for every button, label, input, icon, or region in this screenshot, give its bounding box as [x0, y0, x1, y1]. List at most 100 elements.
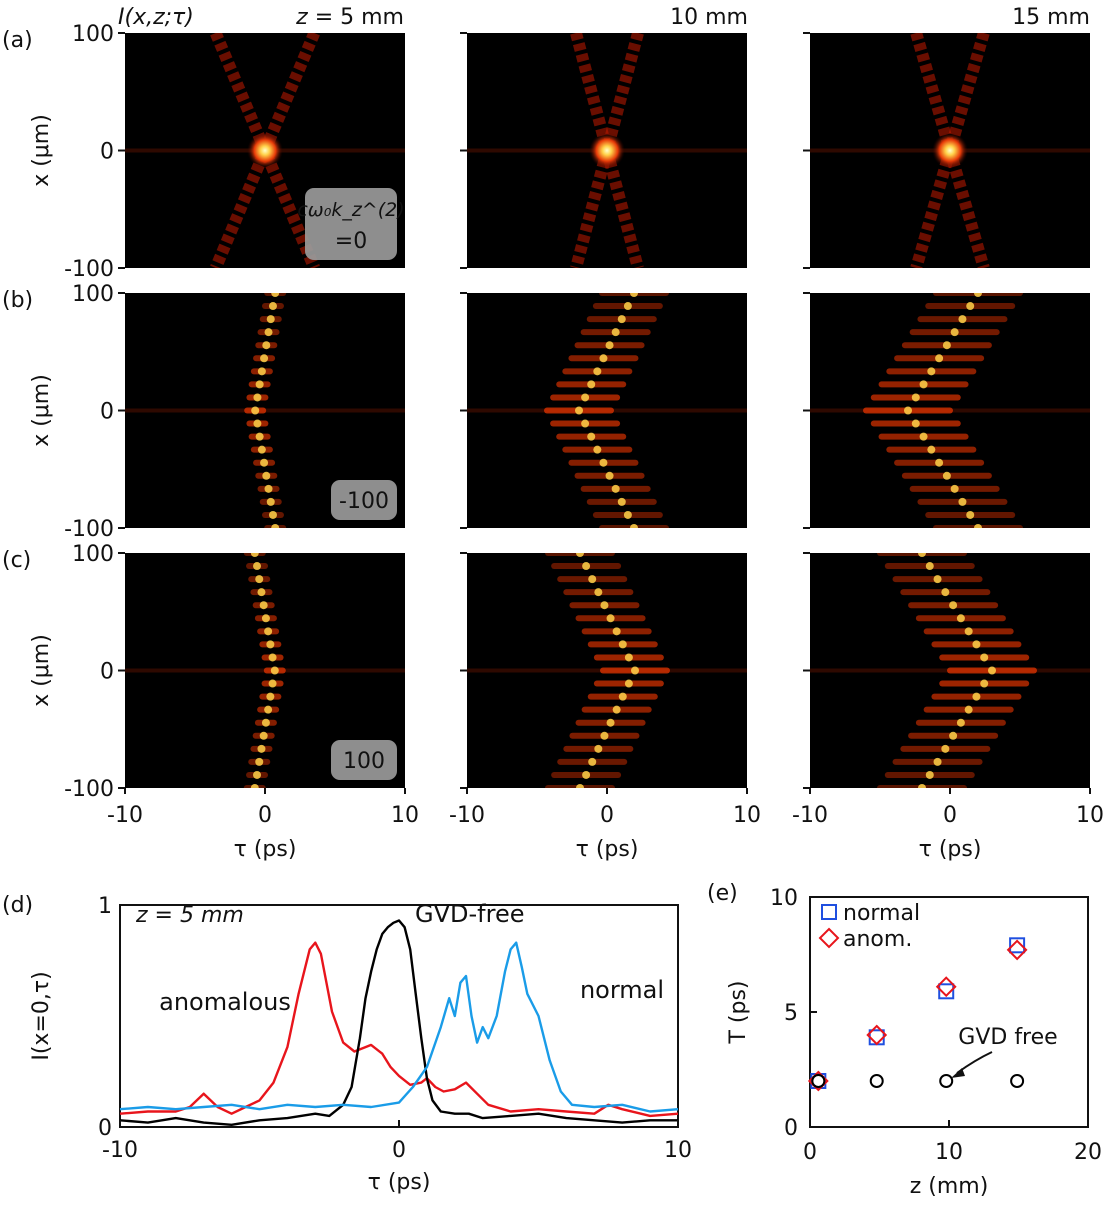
- gvd-badge: [305, 188, 397, 260]
- fringe-peak: [593, 367, 602, 376]
- heatmap-panel: [803, 552, 1091, 794]
- fringe-peak: [582, 770, 591, 779]
- fringe-peak: [612, 627, 621, 636]
- heatmap-body: [910, 33, 990, 268]
- fringe-peak: [600, 601, 609, 610]
- y-tick-label: 100: [72, 542, 114, 567]
- fringe-peak: [942, 341, 951, 350]
- fringe-peak: [250, 784, 259, 788]
- fringe-peak: [911, 419, 920, 428]
- z-value-5: 5 mm: [340, 5, 404, 30]
- legend-marker-anom: [818, 927, 840, 949]
- z-header: z = 5 mm 10 mm 15 mm: [295, 5, 1090, 30]
- fringe-peak: [925, 770, 934, 779]
- fringe-peak: [599, 458, 608, 467]
- series-label-normal: normal: [580, 976, 664, 1004]
- y-tick-label: 0: [100, 140, 114, 165]
- y-axis-label: x (μm): [29, 374, 54, 447]
- fringe-peak: [941, 744, 950, 753]
- heatmap-body: [244, 293, 287, 528]
- fringe-peak: [250, 553, 259, 557]
- fringe-peak: [576, 784, 584, 788]
- fringe-peak: [262, 471, 271, 480]
- fringe-peak: [918, 553, 926, 557]
- y-tick-label: -100: [64, 517, 114, 542]
- x-tick-label: 10: [733, 803, 761, 828]
- fringe-peak: [594, 588, 603, 597]
- fringe-peak: [594, 744, 603, 753]
- y-axis-label: I(x=0,τ): [29, 971, 54, 1060]
- gvd-badge-value: =0: [335, 229, 367, 254]
- fringe-peak: [630, 293, 638, 297]
- x-tick-label: -10: [107, 803, 143, 828]
- fringe-peak: [919, 380, 928, 389]
- fringe-peak: [918, 784, 926, 788]
- x-tick-label: 0: [258, 803, 272, 828]
- fringe-peak: [268, 679, 277, 688]
- arrow-head: [951, 1068, 965, 1078]
- x-axis-label: z (mm): [910, 1174, 989, 1199]
- fringe-peak: [268, 510, 277, 519]
- fringe-peak: [956, 614, 965, 623]
- fringe-peak: [576, 553, 584, 557]
- fringe-peak: [271, 293, 280, 297]
- y-tick-label: -100: [64, 777, 114, 802]
- series-label-gvd-free: GVD-free: [415, 900, 524, 928]
- x-axis-label: τ (ps): [576, 837, 639, 862]
- marker-gvd-free: [1010, 1074, 1025, 1088]
- fringe-peak: [264, 328, 273, 337]
- fringe-peak: [606, 718, 615, 727]
- gvd-badge-label: cω₀k_z^(2): [297, 199, 404, 221]
- fringe-peak: [950, 484, 959, 493]
- heatmap-body: [243, 553, 286, 788]
- marker-normal: [1009, 937, 1026, 954]
- fringe-peak: [623, 510, 632, 519]
- fringe-peak: [266, 640, 275, 649]
- fringe-peak: [950, 328, 959, 337]
- fringe-peak: [264, 627, 273, 636]
- marker-anom: [1006, 939, 1028, 961]
- x-tick-label: 20: [1074, 1140, 1102, 1165]
- heatmap-body: [570, 33, 644, 268]
- fringe-peak: [255, 575, 264, 584]
- x-tick-label: -10: [449, 803, 485, 828]
- fringe-peak: [605, 341, 614, 350]
- y-axis-label: x (μm): [29, 114, 54, 187]
- heatmap-panel: [803, 292, 1090, 529]
- y-tick-label: 100: [72, 22, 114, 47]
- fringe-peak: [264, 484, 273, 493]
- z-label-10mm: 10 mm: [670, 5, 748, 30]
- y-tick-label: 100: [72, 282, 114, 307]
- heatmap-body: [877, 553, 1037, 788]
- fringe-peak: [935, 354, 944, 363]
- fringe-peak: [259, 731, 268, 740]
- fringe-peak: [261, 614, 270, 623]
- z-prefix: z =: [295, 5, 340, 30]
- fringe-peak: [260, 354, 269, 363]
- y-axis-label: T (ps): [726, 980, 751, 1044]
- fringe-peak: [581, 393, 590, 402]
- y-tick-label: 5: [784, 1001, 798, 1026]
- fringe-peak: [587, 380, 596, 389]
- fringe-peak: [624, 653, 633, 662]
- marker-normal: [938, 983, 955, 1000]
- intensity-peak: [247, 132, 283, 169]
- x-tick-label: 0: [943, 803, 957, 828]
- y-tick-label: 10: [770, 886, 798, 911]
- fringe-peak: [270, 666, 279, 675]
- y-tick-label: -100: [64, 257, 114, 282]
- y-tick-label: 0: [784, 1116, 798, 1141]
- fringe-peak: [257, 588, 266, 597]
- x-axis-label: τ (ps): [368, 1170, 431, 1195]
- fringe-peak: [253, 419, 262, 428]
- marker-gvd-free: [869, 1074, 884, 1088]
- x-tick-label: 10: [664, 1138, 692, 1163]
- fringe-peak: [611, 484, 620, 493]
- fringe-peak: [251, 406, 260, 415]
- fringe-peak: [927, 445, 936, 454]
- fringe-peak: [956, 718, 965, 727]
- series-label-anomalous: anomalous: [159, 988, 291, 1016]
- fringe-peak: [587, 432, 596, 441]
